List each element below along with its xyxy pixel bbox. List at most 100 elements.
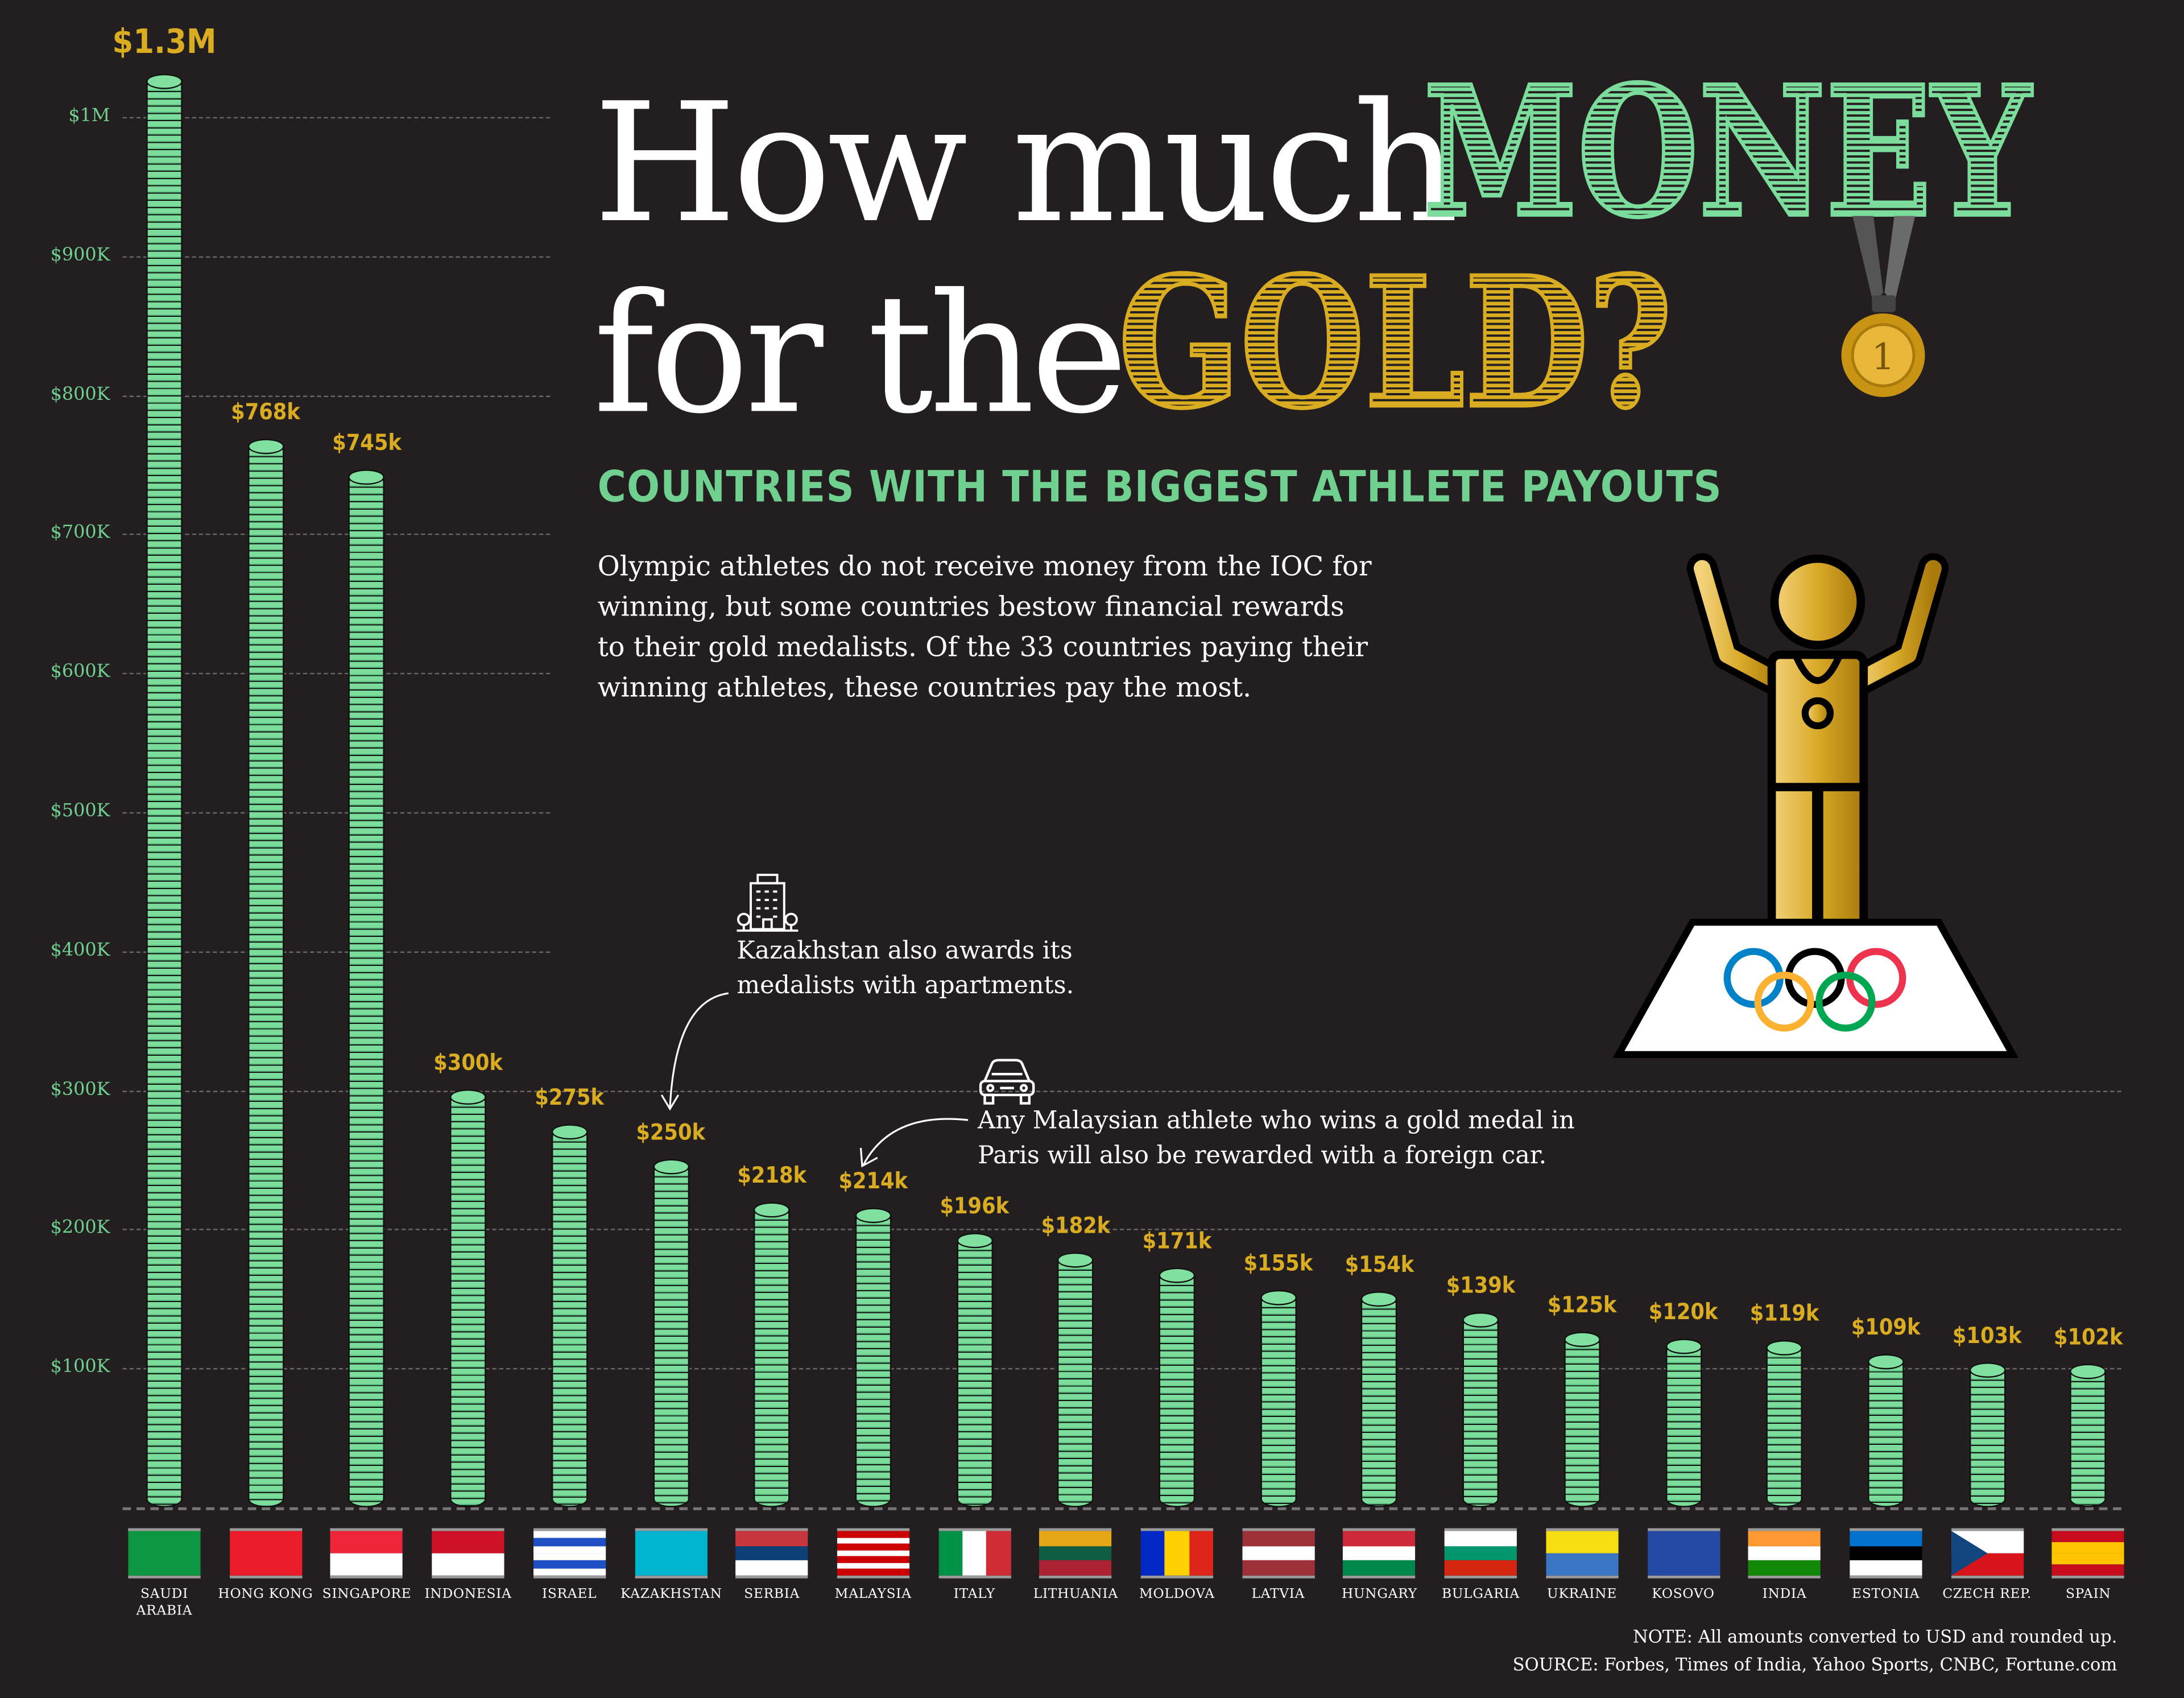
flag-stripe [1647,1531,1720,1576]
gridline [122,256,551,258]
flag-stripe [1444,1531,1517,1546]
value-label: $250k [636,1118,705,1145]
value-label: $119k [1749,1300,1819,1327]
flag-stripe [1849,1531,1922,1546]
flag-icon [1039,1528,1112,1579]
annotation-line: Paris will also be rewarded with a forei… [978,1142,1547,1171]
flag-icon [1343,1528,1416,1579]
flag-icon [938,1528,1011,1579]
flag-icon [1545,1528,1619,1579]
value-label: $218k [737,1162,806,1189]
country-label: MALAYSIA [834,1587,912,1602]
coin-stack-bar [754,1204,791,1507]
baseline [122,1507,2121,1510]
y-tick-label: $100K [50,1357,110,1378]
flag-stripe [962,1531,987,1576]
y-tick-label: $900K [50,245,110,266]
title-for-the: for the [593,258,1128,451]
flag-icon [330,1528,403,1579]
y-tick-label: $300K [50,1079,110,1100]
flag-stripe [1849,1546,1922,1561]
building-icon [737,874,799,932]
malaysia-arrowhead [859,1147,878,1168]
value-label: $300k [433,1048,503,1075]
flag-stripe [1748,1546,1821,1561]
flag-stripe [1242,1546,1315,1561]
subtitle: COUNTRIES WITH THE BIGGEST ATHLETE PAYOU… [597,462,1722,513]
coin-stack-bar [1159,1269,1196,1507]
country-label: BULGARIA [1442,1587,1520,1602]
flag-icon [2052,1528,2125,1579]
flag-icon [1647,1528,1720,1579]
value-label: $125k [1547,1291,1617,1319]
flag-stripe [735,1546,808,1561]
coin-stack-bar [1057,1254,1094,1507]
flag-stripe [2052,1553,2125,1565]
medal-icon: 1 [1841,216,1925,397]
flag-stripe [1748,1531,1821,1546]
coin-stack-top [1462,1312,1499,1328]
flag-icon [533,1528,606,1579]
flag-stripe [1039,1546,1112,1561]
flag-stripe [1039,1560,1112,1576]
country-label: KOSOVO [1652,1587,1715,1602]
coin-stack-bar [1361,1293,1398,1507]
flag-stripe [735,1531,808,1546]
flag-stripe [533,1553,606,1561]
coin-stack-top [1665,1339,1702,1354]
flag-stripe [2052,1531,2125,1543]
flag-icon [128,1528,201,1579]
coin-stack-top [146,73,183,89]
flag-stripe [128,1531,201,1576]
coin-stack-bar [1968,1364,2005,1507]
flag-icon [1748,1528,1821,1579]
flag-stripe [330,1531,403,1554]
flag-stripe [533,1560,606,1568]
flag-stripe [2052,1542,2125,1554]
flag-stripe [1444,1546,1517,1561]
country-label: ISRAEL [541,1587,597,1602]
olympic-rings-icon [1723,948,1906,1032]
flag-stripe [1444,1560,1517,1576]
country-label: KAZAKHSTAN [621,1587,722,1602]
coin-stack-bar [1462,1314,1499,1507]
coin-stack-top [1260,1290,1297,1306]
coin-stack-top [1159,1268,1196,1284]
flag-stripe [229,1531,302,1576]
country-label: INDONESIA [424,1587,512,1602]
flag-stripe [1343,1531,1416,1546]
value-label: $171k [1142,1228,1212,1254]
flag-stripe [837,1543,909,1551]
value-label: $275k [535,1083,604,1110]
flag-icon [1951,1528,2024,1579]
country-label: UKRAINE [1547,1587,1618,1602]
athlete-podium-icon [1612,553,2019,1059]
flag-stripe [837,1563,909,1569]
value-label: $196k [940,1193,1010,1220]
intro-paragraph: Olympic athletes do not receive money fr… [598,546,1433,708]
flag-icon [634,1528,707,1579]
y-tick-label: $700K [50,523,110,544]
flag-triangle [1951,1531,1987,1576]
value-label: $139k [1446,1272,1516,1299]
coin-stack-bar [1260,1291,1297,1507]
coin-stack-bar [1867,1356,1904,1507]
flag-stripe [837,1569,909,1576]
country-label: ESTONIA [1852,1587,1920,1602]
flag-stripe [938,1531,963,1576]
flag-icon [837,1528,909,1579]
country-label: HONG KONG [218,1587,313,1602]
coin-stack-top [450,1089,486,1105]
value-label: $745k [332,429,402,457]
car-icon [979,1059,1035,1105]
malaysia-arrow [862,1118,969,1166]
flag-stripe [330,1553,403,1576]
flag-stripe [1165,1531,1189,1576]
y-tick-label: $400K [50,940,110,961]
gridline [122,1368,2121,1370]
value-label: $182k [1041,1212,1111,1240]
coin-stack-bar [1665,1340,1702,1507]
footer-note: NOTE: All amounts converted to USD and r… [1632,1625,2117,1647]
value-label: $768k [231,398,300,424]
y-tick-label: $800K [50,383,110,405]
